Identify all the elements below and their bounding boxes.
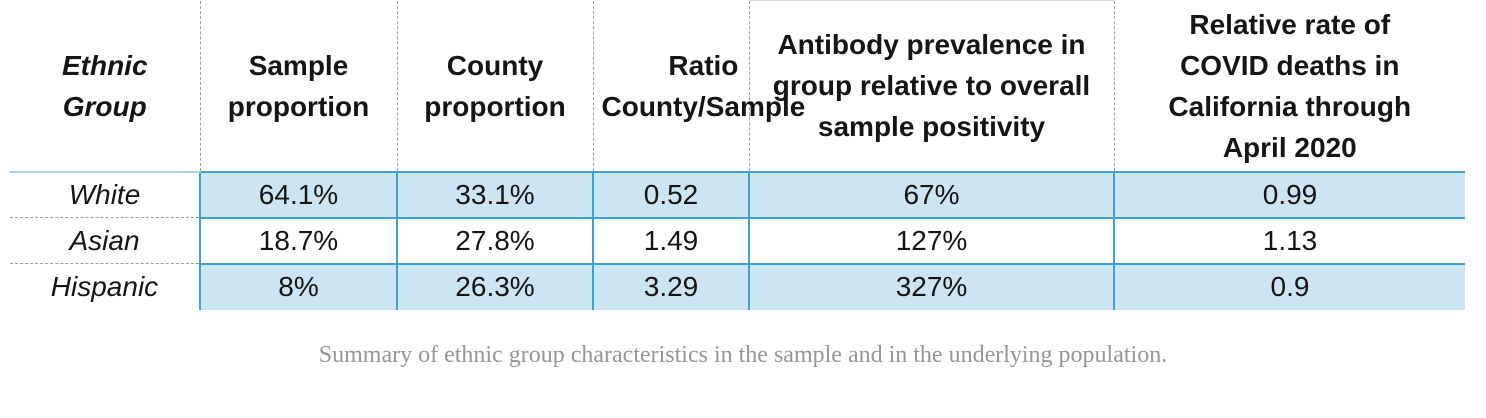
ethnic-group-table: Ethnic Group Sample proportion County pr…	[10, 0, 1465, 310]
header-label: Ethnic Group	[61, 49, 148, 122]
header-cell-ratio-county-sample: Ratio County/Sample	[593, 0, 805, 172]
data-cell: 27.8%	[396, 216, 594, 265]
data-cell: 3.29	[592, 262, 750, 310]
data-cell: 18.7%	[199, 216, 398, 265]
data-cell: 1.13	[1113, 216, 1465, 265]
header-label: Relative rate of COVID deaths in Califor…	[1168, 8, 1412, 163]
table-row-asian: Asian 18.7% 27.8% 1.49 127% 1.13	[10, 216, 1465, 265]
data-cell: 127%	[748, 216, 1115, 265]
table-row-hispanic: Hispanic 8% 26.3% 3.29 327% 0.9	[10, 262, 1465, 310]
data-cell: 0.99	[1113, 170, 1465, 219]
header-label: County proportion	[424, 49, 566, 122]
header-cell-sample-proportion: Sample proportion	[200, 0, 398, 172]
data-cell: 0.9	[1113, 262, 1465, 310]
header-label: Antibody prevalence in group relative to…	[772, 29, 1091, 143]
header-cell-antibody-prevalence: Antibody prevalence in group relative to…	[749, 0, 1115, 172]
data-cell: 1.49	[592, 216, 750, 265]
row-label: White	[10, 170, 200, 218]
data-cell: 26.3%	[396, 262, 594, 310]
data-cell: 64.1%	[199, 170, 398, 219]
table-caption: Summary of ethnic group characteristics …	[318, 341, 1168, 368]
header-row: Ethnic Group Sample proportion County pr…	[10, 0, 1465, 172]
table-header: Ethnic Group Sample proportion County pr…	[10, 0, 1465, 172]
data-cell: 8%	[199, 262, 398, 310]
table-body: White 64.1% 33.1% 0.52 67% 0.99 Asian 18…	[10, 170, 1465, 310]
row-label: Hispanic	[10, 263, 200, 310]
header-label: Sample proportion	[227, 49, 370, 122]
data-cell: 33.1%	[396, 170, 594, 219]
header-cell-covid-death-rate: Relative rate of COVID deaths in Califor…	[1114, 0, 1465, 172]
data-cell: 0.52	[592, 170, 750, 219]
data-cell: 67%	[748, 170, 1115, 219]
header-cell-county-proportion: County proportion	[397, 0, 594, 172]
header-cell-ethnic-group: Ethnic Group	[10, 0, 201, 172]
table-row-white: White 64.1% 33.1% 0.52 67% 0.99	[10, 170, 1465, 219]
row-label: Asian	[10, 217, 200, 264]
data-cell: 327%	[748, 262, 1115, 310]
